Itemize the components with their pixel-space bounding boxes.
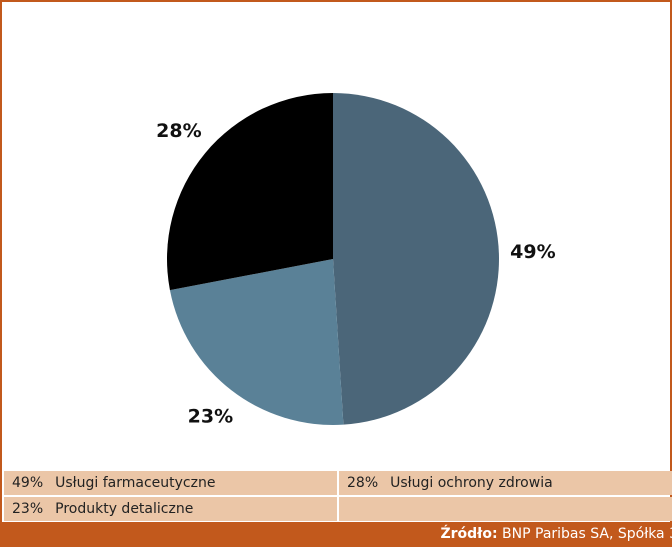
legend-item: 28% Usługi ochrony zdrowia [337,471,672,495]
slice-label: 28% [156,120,201,142]
legend-row: 49% Usługi farmaceutyczne 28% Usługi ochro… [4,471,672,495]
legend-value: 49% [12,475,44,491]
slice-label: 49% [510,241,555,263]
legend-row: 23% Produkty detaliczne [4,497,672,521]
source-label: Źródło: [440,526,498,542]
source-bar: Źródło: BNP Paribas SA, Spółka 3 [0,522,672,547]
legend-empty [337,497,672,521]
legend-value: 23% [12,501,44,517]
legend-item: 23% Produkty detaliczne [4,497,337,521]
legend-value: 28% [347,475,379,491]
legend-label: Usługi ochrony zdrowia [390,475,553,491]
source-text: BNP Paribas SA, Spółka 3 [502,526,672,542]
pie-slice [169,259,344,425]
pie-slice [333,93,499,425]
slice-label: 23% [188,406,233,428]
legend-item: 49% Usługi farmaceutyczne [4,471,337,495]
legend-label: Produkty detaliczne [55,501,194,517]
pie-slice [167,92,333,291]
legend-label: Usługi farmaceutyczne [55,475,216,491]
